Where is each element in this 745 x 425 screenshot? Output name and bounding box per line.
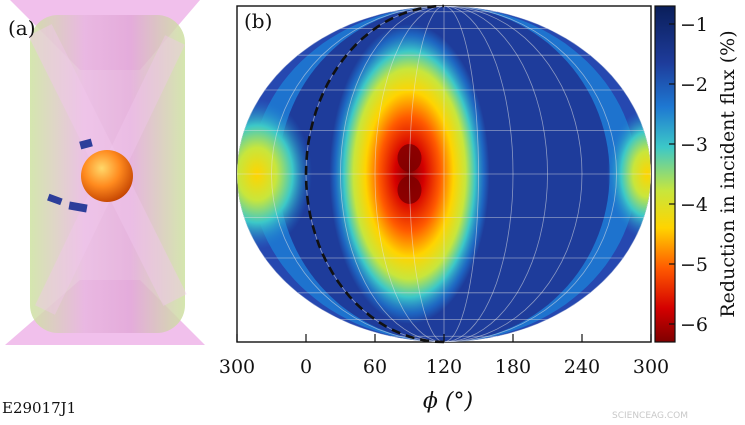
capsule-sphere	[81, 150, 133, 202]
x-axis-label: ϕ (°)	[423, 389, 473, 414]
graticule-meridian	[443, 6, 617, 342]
colorbar-tick-label: −2	[680, 74, 708, 96]
colorbar-tick-label: −1	[680, 14, 708, 36]
diagnostic-block	[68, 201, 88, 213]
colorbar-label: Reduction in incident flux (%)	[717, 30, 739, 317]
graticule-meridian	[443, 6, 548, 342]
colorbar-ticks: −1 −2 −3 −4 −5 −6	[669, 14, 708, 336]
x-tick-label: 60	[363, 356, 387, 378]
graticule	[237, 6, 651, 342]
graticule-meridian	[443, 6, 479, 342]
graticule-meridian	[409, 6, 445, 342]
colorbar-tick-label: −4	[680, 194, 708, 216]
panel-a: (a)	[0, 0, 215, 345]
graticule-meridian	[340, 6, 445, 342]
x-tick-label: 300	[633, 356, 669, 378]
graticule-meridian	[237, 6, 445, 342]
x-tick-label: 0	[300, 356, 312, 378]
x-tick-label: 120	[426, 356, 462, 378]
graticule-meridian	[443, 6, 651, 342]
x-tick-label: 300	[219, 356, 255, 378]
colorbar	[654, 5, 676, 343]
graticule-meridian	[443, 6, 514, 342]
panel-b-label: (b)	[244, 9, 272, 33]
x-axis: 300 0 60 120 180 240 300	[219, 334, 669, 378]
figure-id: E29017J1	[2, 399, 76, 417]
colorbar-tick-label: −3	[680, 134, 708, 156]
panel-a-label: (a)	[8, 16, 36, 40]
graticule-meridian	[374, 6, 445, 342]
diagnostic-block	[47, 193, 63, 206]
diagnostic-block	[79, 138, 93, 150]
watermark: SCIENCEAG.COM	[612, 411, 688, 421]
x-tick-label: 180	[495, 356, 531, 378]
graticule-meridian	[443, 6, 583, 342]
colorbar-tick-label: −6	[680, 314, 708, 336]
x-tick-label: 240	[564, 356, 600, 378]
heatmap-map	[237, 4, 651, 344]
colorbar-tick-label: −5	[680, 254, 708, 276]
graticule-meridian	[271, 6, 445, 342]
dashed-curve	[304, 4, 445, 344]
